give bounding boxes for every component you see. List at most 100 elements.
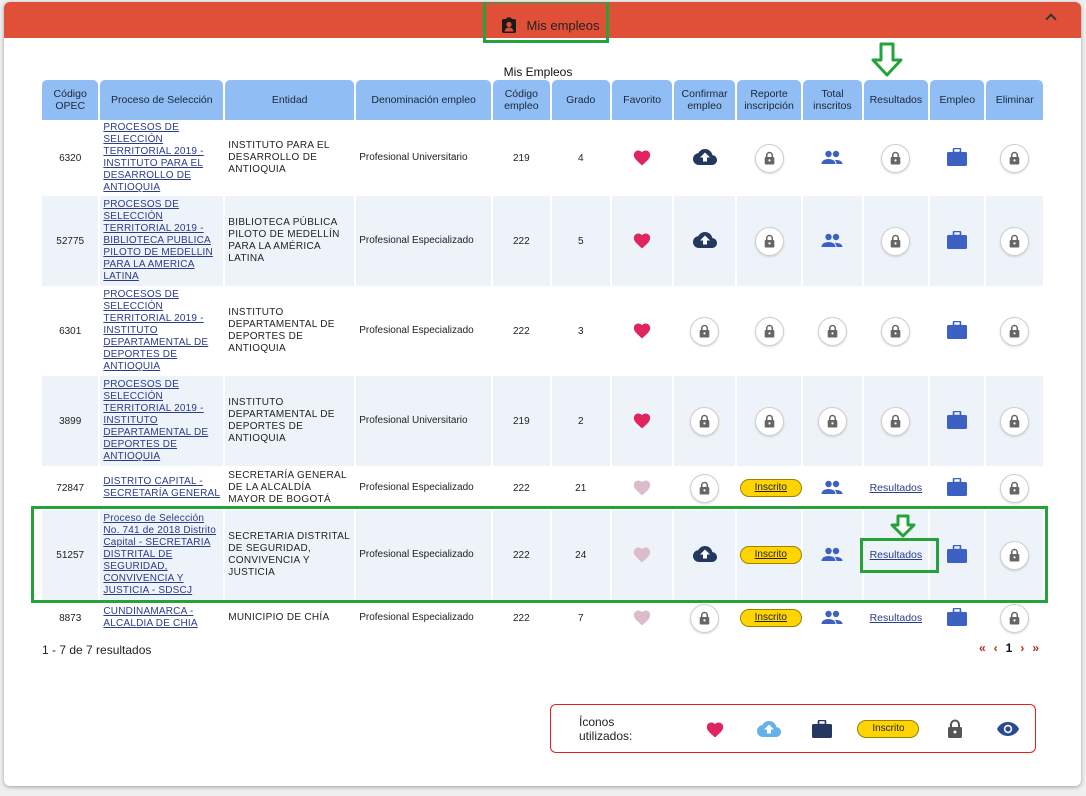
col-total: Total inscritos [803, 80, 862, 120]
confirmar-lock-icon[interactable] [690, 603, 720, 633]
reporte-lock-icon[interactable] [754, 226, 784, 256]
delete-lock-icon[interactable] [1000, 603, 1030, 633]
table-row: 6301 PROCESOS DE SELECCIÓN TERRITORIAL 2… [42, 286, 1043, 376]
prev-page-button[interactable]: ‹ [993, 641, 998, 655]
col-codigo-empleo: Código empleo [493, 80, 550, 120]
entidad-text: INSTITUTO PARA EL DESARROLLO DE ANTIOQUI… [228, 140, 330, 175]
briefcase-icon[interactable] [947, 544, 968, 566]
reporte-lock-icon[interactable] [754, 406, 784, 436]
cell-codigo: 222 [512, 482, 530, 494]
delete-lock-icon[interactable] [1000, 406, 1030, 436]
cell-empleo [930, 286, 984, 376]
legend-label: Íconos utilizados: [579, 714, 633, 743]
cell-total [803, 600, 861, 636]
proceso-link[interactable]: DISTRITO CAPITAL - SECRETARÍA GENERAL [103, 476, 221, 499]
cell-entidad: SECRETARIA DISTRITAL DE SEGURIDAD, CONVI… [225, 510, 355, 600]
col-grado: Grado [551, 80, 610, 120]
inscrito-badge[interactable]: Inscrito [739, 609, 802, 627]
briefcase-icon[interactable] [947, 410, 968, 432]
delete-lock-icon[interactable] [1000, 473, 1030, 503]
briefcase-icon[interactable] [947, 147, 968, 169]
reporte-lock-icon[interactable] [754, 316, 784, 346]
delete-lock-icon[interactable] [1000, 540, 1030, 570]
confirmar-upload-icon[interactable] [692, 545, 717, 565]
delete-lock-icon[interactable] [1000, 143, 1030, 173]
resultados-lock-icon[interactable] [881, 143, 911, 173]
heart-icon[interactable] [632, 479, 652, 499]
cell-reporte [736, 196, 802, 286]
resultados-lock-icon[interactable] [881, 316, 911, 346]
next-page-button[interactable]: › [1020, 641, 1025, 655]
heart-icon[interactable] [632, 412, 652, 432]
cell-empleo [930, 120, 984, 196]
panel-header[interactable]: Mis empleos [4, 2, 1081, 38]
col-denominacion: Denominación empleo [356, 80, 492, 120]
reporte-lock-icon[interactable] [754, 143, 784, 173]
legend-inscrito-badge: Inscrito [849, 719, 929, 738]
heart-icon[interactable] [632, 149, 652, 169]
last-page-button[interactable]: » [1032, 641, 1039, 655]
briefcase-icon[interactable] [947, 607, 968, 629]
cell-eliminar [986, 196, 1043, 286]
total-people-icon[interactable] [821, 233, 843, 250]
chevron-up-icon[interactable] [1045, 13, 1057, 25]
resultados-link[interactable]: Resultados [869, 612, 923, 624]
confirmar-lock-icon[interactable] [690, 316, 720, 346]
heart-icon[interactable] [632, 322, 652, 342]
confirmar-upload-icon[interactable] [692, 148, 717, 168]
proceso-link[interactable]: PROCESOS DE SELECCIÓN TERRITORIAL 2019 -… [103, 199, 213, 282]
resultados-lock-icon[interactable] [881, 406, 911, 436]
total-lock-icon[interactable] [817, 406, 847, 436]
cell-reporte [737, 120, 801, 196]
cell-opec: 52775 [42, 196, 99, 286]
proceso-link[interactable]: PROCESOS DE SELECCIÓN TERRITORIAL 2019 -… [103, 289, 209, 372]
heart-icon[interactable] [632, 232, 652, 252]
cell-reporte [736, 376, 802, 466]
eye-icon [982, 721, 1035, 736]
inscrito-badge[interactable]: Inscrito [739, 479, 802, 497]
resultados-link[interactable]: Resultados [869, 482, 923, 494]
denominacion-text: Profesional Especializado [359, 612, 474, 623]
briefcase-icon[interactable] [947, 230, 968, 252]
cell-grado: 3 [577, 325, 584, 337]
total-people-icon[interactable] [821, 480, 843, 497]
briefcase-icon[interactable] [947, 320, 968, 342]
icon-legend: Íconos utilizados: Inscrito [550, 704, 1036, 753]
inscrito-badge[interactable]: Inscrito [739, 546, 802, 564]
cell-eliminar [986, 466, 1043, 510]
resultados-lock-icon[interactable] [881, 226, 911, 256]
resultados-link[interactable]: Resultados [869, 549, 923, 561]
confirmar-upload-icon[interactable] [692, 231, 717, 251]
total-people-icon[interactable] [821, 547, 843, 564]
cell-favorito [611, 510, 673, 600]
total-people-icon[interactable] [821, 610, 843, 627]
cell-grado: 24 [551, 510, 610, 600]
arrow-down-small-annotation-icon [890, 514, 916, 538]
current-page[interactable]: 1 [1005, 641, 1013, 655]
cell-denominacion: Profesional Universitario [356, 376, 492, 466]
heart-icon[interactable] [632, 546, 652, 566]
briefcase-icon[interactable] [947, 477, 968, 499]
proceso-link[interactable]: CUNDINAMARCA - ALCALDIA DE CHIA [103, 606, 198, 629]
total-people-icon[interactable] [821, 150, 843, 167]
confirmar-lock-icon[interactable] [690, 473, 720, 503]
delete-lock-icon[interactable] [1000, 226, 1030, 256]
panel-title[interactable]: Mis empleos [487, 5, 613, 46]
proceso-link[interactable]: Proceso de Selección No. 741 de 2018 Dis… [103, 513, 217, 596]
first-page-button[interactable]: « [978, 641, 986, 655]
proceso-link[interactable]: PROCESOS DE SELECCIÓN TERRITORIAL 2019 -… [103, 379, 209, 462]
cell-grado: 5 [551, 196, 610, 286]
table-row: 8873 CUNDINAMARCA - ALCALDIA DE CHIA MUN… [42, 600, 1043, 636]
proceso-link[interactable]: PROCESOS DE SELECCIÓN TERRITORIAL 2019 -… [103, 122, 204, 193]
entidad-text: INSTITUTO DEPARTAMENTAL DE DEPORTES DE A… [228, 397, 335, 444]
briefcase-icon [795, 719, 848, 738]
delete-lock-icon[interactable] [1000, 316, 1030, 346]
cell-grado: 21 [575, 482, 587, 494]
confirmar-lock-icon[interactable] [690, 406, 720, 436]
cell-eliminar [986, 286, 1043, 376]
total-lock-icon[interactable] [817, 316, 847, 346]
heart-icon[interactable] [632, 609, 652, 629]
cell-grado: 7 [577, 612, 584, 624]
cell-proceso: PROCESOS DE SELECCIÓN TERRITORIAL 2019 -… [100, 120, 223, 196]
cell-empleo [930, 376, 985, 466]
